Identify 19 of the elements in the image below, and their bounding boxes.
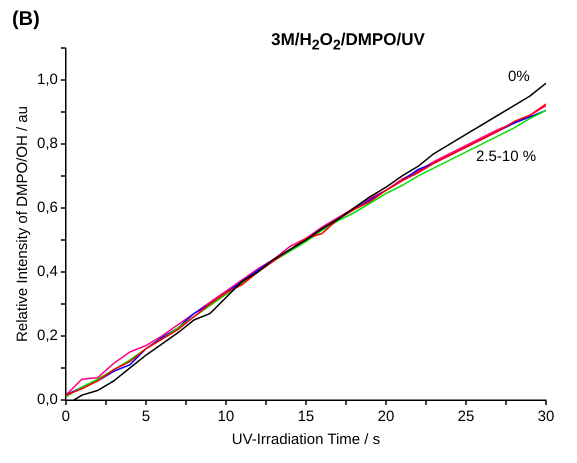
y-tick-label: 0,2 [36,327,58,344]
x-tick-label: 30 [538,408,554,426]
y-tick-label: 0,8 [36,135,58,152]
annotation: 0% [508,68,530,85]
x-tick-label: 15 [298,408,314,426]
y-axis-title: Relative Intensity of DMPO/OH / au [14,106,32,342]
y-tick-label: 1,0 [36,71,58,88]
annotation: 2.5-10 % [476,148,536,165]
x-tick-label: 5 [142,408,150,426]
y-tick-label: 0,4 [36,263,58,280]
x-tick-label: 0 [62,408,70,426]
y-tick-label: 0,6 [36,199,58,216]
text: (B) [12,8,40,31]
x-tick-label: 25 [458,408,474,426]
x-axis-title: UV-Irradiation Time / s [232,431,380,448]
x-tick-label: 10 [218,408,234,426]
chart-title: 3M/H$_{2}$O$_{2}$/DMPO/UV [270,30,426,54]
x-tick-label: 20 [378,408,394,426]
y-tick-label: 0,0 [36,391,58,408]
